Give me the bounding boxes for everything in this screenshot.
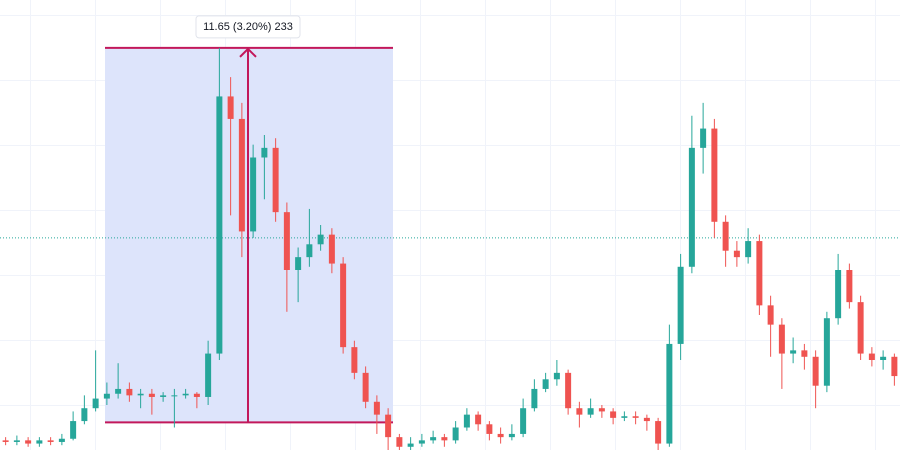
candle-body <box>441 437 448 441</box>
candle-body <box>857 302 864 354</box>
candle-body <box>430 437 437 441</box>
candle-body <box>351 347 358 373</box>
candle-body <box>688 147 695 267</box>
candle-body <box>216 96 223 354</box>
candle-body <box>508 433 515 438</box>
candle-body <box>778 324 785 354</box>
candle-body <box>171 395 178 397</box>
candle-body <box>340 263 347 348</box>
candle-body <box>497 433 504 438</box>
candle-body <box>767 305 774 325</box>
candle-body <box>632 416 639 418</box>
candle-body <box>385 414 392 438</box>
candle-body <box>70 421 77 439</box>
candle-body <box>328 234 335 264</box>
candle-body <box>576 408 583 415</box>
candle-body <box>283 212 290 270</box>
candle-body <box>700 128 707 148</box>
candle-body <box>103 393 110 399</box>
candle-body <box>835 270 842 319</box>
candle-body <box>418 440 425 444</box>
candle-body <box>193 393 200 397</box>
candle-body <box>148 393 155 397</box>
candle-body <box>801 350 808 357</box>
candle-body <box>846 270 853 303</box>
candle-body <box>272 147 279 213</box>
candle-body <box>598 408 605 412</box>
candle-body <box>396 437 403 447</box>
candle-body <box>891 356 898 377</box>
candle-body <box>250 157 257 232</box>
candle-body <box>553 372 560 380</box>
candle-body <box>295 257 302 270</box>
candle-body <box>812 356 819 386</box>
candle-body <box>475 414 482 425</box>
candle-body <box>655 421 662 444</box>
candle-body <box>463 414 470 428</box>
candle-body <box>587 408 594 415</box>
candle-body <box>677 266 684 344</box>
candle-body <box>756 241 763 306</box>
candle-body <box>317 234 324 245</box>
candle-body <box>868 353 875 360</box>
candle-body <box>58 438 65 442</box>
candle-body <box>643 417 650 422</box>
candle-body <box>722 221 729 251</box>
candle-body <box>36 440 43 444</box>
candle-body <box>373 401 380 415</box>
candle-body <box>362 372 369 402</box>
candle-body <box>733 250 740 258</box>
measure-arrow-head <box>239 47 257 58</box>
candle-body <box>81 408 88 422</box>
candle-body <box>565 372 572 409</box>
measure-label: 11.65 (3.20%) 233 <box>203 21 293 33</box>
candle-body <box>452 427 459 441</box>
measure-label-box <box>195 15 301 39</box>
candle-body <box>182 393 189 396</box>
candle-body <box>823 318 830 386</box>
candle-body <box>531 388 538 409</box>
candle-body <box>2 440 9 442</box>
candle-body <box>47 440 54 442</box>
candle-body <box>520 408 527 434</box>
candle-body <box>542 379 549 389</box>
candle-body <box>880 356 887 360</box>
candle-body <box>407 443 414 447</box>
candle-body <box>126 388 133 396</box>
candle-body <box>92 398 99 409</box>
candle-body <box>137 393 144 396</box>
candle-body <box>205 353 212 397</box>
candle-body <box>621 416 628 418</box>
candle-body <box>745 241 752 258</box>
candle-body <box>13 440 20 442</box>
candle-body <box>666 343 673 444</box>
candle-body <box>610 411 617 418</box>
candle-body <box>711 128 718 222</box>
candle-body <box>160 395 167 397</box>
candle-body <box>306 244 313 258</box>
candle-body <box>261 147 268 158</box>
candle-body <box>25 440 32 444</box>
candle-body <box>227 96 234 119</box>
candle-body <box>238 118 245 232</box>
candle-body <box>115 388 122 394</box>
candle-body <box>486 424 493 434</box>
candle-body <box>790 350 797 354</box>
